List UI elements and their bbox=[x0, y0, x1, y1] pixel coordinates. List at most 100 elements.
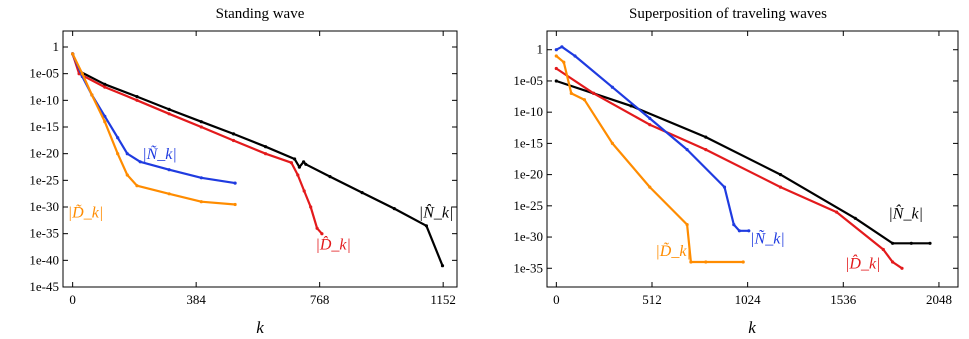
data-point bbox=[689, 260, 693, 264]
data-point bbox=[103, 114, 107, 118]
plot-frame bbox=[546, 30, 959, 288]
data-point bbox=[199, 176, 203, 180]
series-line-nk bbox=[555, 45, 749, 232]
series-labels: |N̂_k| |D̂_k| |Ñ_k| |D̃_k| bbox=[68, 144, 454, 254]
data-point bbox=[554, 79, 558, 83]
series-label: |N̂_k| bbox=[419, 203, 454, 222]
y-tick-label: 1e-10 bbox=[29, 92, 59, 107]
data-point bbox=[80, 72, 84, 76]
y-tick-label: 1e-20 bbox=[513, 167, 543, 182]
data-point bbox=[722, 185, 727, 189]
data-point bbox=[297, 165, 301, 169]
series-line-nk bbox=[71, 53, 444, 267]
y-tick-label: 1e-35 bbox=[513, 260, 543, 275]
data-point bbox=[747, 229, 751, 233]
data-point bbox=[562, 60, 566, 64]
series-label: |Ñ_k| bbox=[750, 228, 785, 247]
data-point bbox=[167, 168, 171, 172]
data-point bbox=[592, 91, 596, 95]
data-point bbox=[103, 82, 107, 86]
data-point bbox=[704, 148, 708, 152]
data-point bbox=[293, 157, 297, 161]
data-point bbox=[610, 85, 615, 89]
data-point bbox=[737, 229, 742, 233]
series-label: |D̃_k| bbox=[68, 204, 103, 222]
x-axis-label: k bbox=[256, 318, 264, 337]
data-point bbox=[320, 232, 324, 236]
data-point bbox=[302, 160, 306, 164]
data-point bbox=[360, 191, 364, 195]
data-point bbox=[778, 185, 783, 189]
series-lines bbox=[554, 45, 932, 270]
data-point bbox=[891, 260, 895, 264]
data-point bbox=[309, 205, 313, 209]
data-point bbox=[554, 48, 558, 52]
traveling-waves-chart: Superposition of traveling waves 1 1e-05 1… bbox=[513, 6, 959, 337]
data-point bbox=[835, 210, 839, 214]
x-tick-label: 0 bbox=[553, 292, 560, 307]
y-tick-label: 1e-40 bbox=[29, 252, 59, 267]
data-point bbox=[296, 173, 300, 177]
y-tick-label: 1e-35 bbox=[29, 226, 59, 241]
series-line-nk bbox=[71, 53, 236, 185]
data-point bbox=[732, 223, 736, 227]
data-point bbox=[853, 216, 857, 220]
series-label: |N̂_k| bbox=[888, 204, 923, 223]
data-point bbox=[610, 141, 615, 145]
series-label: |D̃_k| bbox=[655, 242, 690, 260]
data-point bbox=[424, 224, 428, 228]
data-point bbox=[233, 202, 237, 207]
x-tick-label: 1536 bbox=[830, 292, 857, 307]
data-point bbox=[704, 260, 708, 264]
y-axis: 1 1e-05 1e-10 1e-15 1e-20 1e-25 1e-30 1e-35 bbox=[513, 42, 958, 275]
standing-wave-chart: Standing wave 1 1e-05 1e-10 1e-15 1e-20 1e-25… bbox=[29, 6, 458, 337]
data-point bbox=[167, 192, 171, 196]
x-tick-label: 2048 bbox=[926, 292, 952, 307]
x-tick-label: 0 bbox=[69, 292, 76, 307]
data-point bbox=[648, 123, 652, 127]
y-tick-label: 1e-15 bbox=[513, 135, 543, 150]
chart-title: Standing wave bbox=[216, 6, 305, 22]
data-point bbox=[167, 107, 171, 111]
data-point bbox=[648, 185, 652, 189]
data-point bbox=[231, 138, 236, 143]
x-tick-label: 1152 bbox=[430, 292, 456, 307]
data-point bbox=[554, 66, 558, 71]
y-axis: 1 1e-05 1e-10 1e-15 1e-20 1e-25 1e-30 1e-35 1e-4… bbox=[29, 39, 457, 294]
data-point bbox=[103, 120, 107, 124]
chart-title: Superposition of traveling waves bbox=[629, 6, 827, 22]
x-axis-label: k bbox=[748, 318, 756, 337]
y-tick-label: 1e-25 bbox=[513, 198, 543, 213]
plot-frame bbox=[62, 30, 458, 288]
data-point bbox=[304, 162, 308, 166]
series-line-dk bbox=[555, 55, 744, 264]
data-point bbox=[900, 266, 904, 270]
y-tick-label: 1e-15 bbox=[29, 119, 59, 134]
data-point bbox=[302, 189, 306, 193]
data-point bbox=[891, 241, 895, 245]
series-label: |Ñ_k| bbox=[142, 144, 177, 163]
y-tick-label: 1 bbox=[53, 39, 60, 54]
data-point bbox=[116, 136, 120, 140]
series-line-nk bbox=[555, 79, 930, 245]
data-point bbox=[199, 120, 203, 124]
y-tick-label: 1 bbox=[537, 42, 544, 57]
data-point bbox=[264, 152, 268, 156]
data-point bbox=[569, 91, 573, 95]
series-line-dk bbox=[71, 53, 236, 206]
series-label: |D̂_k| bbox=[845, 254, 880, 273]
y-tick-label: 1e-05 bbox=[513, 73, 543, 88]
data-point bbox=[167, 112, 171, 116]
x-tick-label: 1024 bbox=[735, 292, 762, 307]
y-tick-label: 1e-30 bbox=[513, 229, 543, 244]
y-tick-label: 1e-45 bbox=[29, 279, 59, 294]
data-point bbox=[135, 95, 139, 99]
data-point bbox=[704, 135, 708, 139]
data-point bbox=[881, 247, 885, 252]
x-axis: 0 512 1024 1536 2048 bbox=[553, 31, 952, 307]
data-point bbox=[90, 93, 94, 97]
data-point bbox=[116, 152, 120, 156]
data-point bbox=[560, 45, 564, 49]
data-point bbox=[629, 104, 633, 108]
